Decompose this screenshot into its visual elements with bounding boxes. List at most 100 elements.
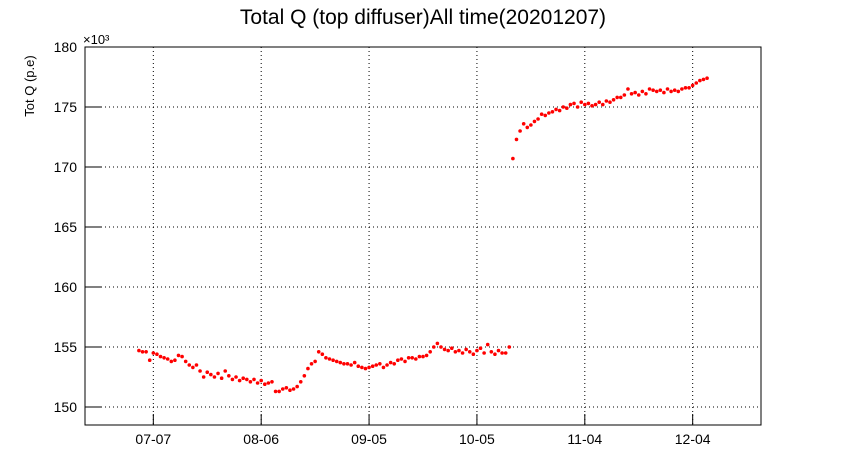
point bbox=[597, 100, 601, 104]
point bbox=[262, 382, 267, 387]
point bbox=[647, 87, 652, 91]
point bbox=[572, 101, 576, 106]
y-axis-label: Tot Q (p.e) bbox=[22, 55, 37, 116]
point bbox=[374, 363, 379, 367]
point bbox=[140, 350, 145, 354]
point bbox=[485, 342, 490, 347]
point bbox=[201, 375, 206, 379]
point bbox=[475, 348, 479, 353]
point bbox=[324, 356, 328, 360]
point bbox=[493, 352, 497, 357]
point bbox=[367, 365, 371, 370]
point bbox=[209, 372, 213, 377]
point bbox=[291, 387, 296, 391]
point bbox=[600, 102, 605, 107]
point bbox=[378, 362, 382, 366]
point bbox=[396, 358, 400, 363]
point bbox=[165, 357, 170, 361]
point bbox=[399, 357, 404, 361]
point bbox=[173, 358, 177, 363]
point bbox=[622, 93, 627, 97]
point bbox=[219, 376, 224, 381]
point bbox=[435, 341, 440, 346]
point bbox=[306, 366, 310, 371]
point bbox=[611, 98, 616, 102]
point bbox=[431, 345, 436, 349]
point bbox=[575, 105, 580, 109]
point bbox=[439, 345, 443, 349]
point bbox=[248, 380, 253, 384]
point bbox=[406, 356, 411, 360]
point bbox=[626, 87, 630, 91]
point bbox=[629, 92, 634, 96]
point bbox=[320, 352, 325, 357]
point bbox=[507, 345, 512, 349]
point bbox=[543, 113, 548, 118]
point bbox=[561, 105, 566, 109]
point bbox=[500, 351, 504, 355]
point bbox=[144, 350, 148, 354]
point bbox=[352, 360, 357, 365]
point bbox=[158, 354, 163, 359]
point bbox=[284, 386, 289, 390]
point bbox=[547, 111, 551, 115]
point bbox=[176, 353, 181, 358]
point bbox=[137, 348, 141, 353]
x-tick-label: 09-05 bbox=[351, 431, 387, 447]
point bbox=[471, 352, 476, 357]
point bbox=[683, 86, 688, 90]
point bbox=[259, 378, 263, 383]
y-tick-label: 165 bbox=[54, 219, 78, 235]
point bbox=[521, 122, 526, 126]
point bbox=[417, 354, 422, 359]
point bbox=[273, 389, 278, 394]
point bbox=[514, 137, 519, 142]
point bbox=[266, 381, 271, 385]
point bbox=[381, 365, 386, 370]
point bbox=[241, 376, 246, 381]
point bbox=[252, 377, 256, 382]
point bbox=[370, 364, 375, 369]
point bbox=[636, 93, 641, 97]
point bbox=[604, 99, 609, 103]
point bbox=[694, 81, 699, 85]
point bbox=[255, 381, 260, 385]
point bbox=[593, 102, 598, 107]
point bbox=[151, 351, 156, 355]
point bbox=[345, 362, 350, 366]
point bbox=[230, 377, 235, 382]
point bbox=[331, 358, 335, 363]
point bbox=[550, 110, 555, 114]
point bbox=[568, 102, 573, 107]
point bbox=[554, 107, 558, 112]
point bbox=[658, 88, 663, 92]
point bbox=[349, 363, 353, 367]
point bbox=[529, 123, 533, 127]
point bbox=[496, 348, 501, 353]
point bbox=[518, 129, 522, 133]
x-tick-label: 11-04 bbox=[567, 431, 602, 447]
point bbox=[356, 364, 361, 369]
point bbox=[539, 112, 544, 116]
point bbox=[460, 351, 465, 355]
point bbox=[155, 352, 159, 357]
point bbox=[169, 359, 174, 364]
point bbox=[334, 359, 339, 364]
point bbox=[183, 359, 188, 364]
y-tick-label: 155 bbox=[54, 339, 78, 355]
point bbox=[162, 356, 166, 360]
point bbox=[403, 359, 407, 364]
point bbox=[212, 375, 217, 379]
point bbox=[579, 100, 584, 104]
point bbox=[690, 83, 695, 88]
point bbox=[467, 350, 472, 354]
point bbox=[288, 388, 292, 393]
point bbox=[428, 350, 432, 354]
point bbox=[194, 363, 199, 367]
point bbox=[191, 365, 195, 370]
point bbox=[557, 108, 562, 113]
point bbox=[270, 380, 274, 384]
